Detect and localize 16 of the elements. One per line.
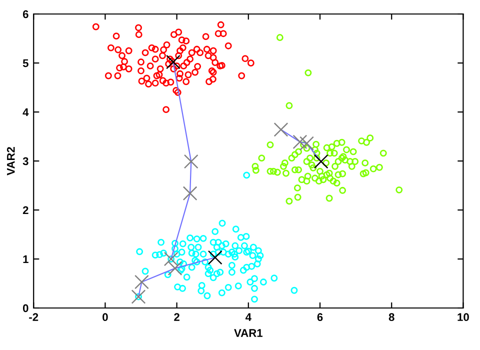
y-tick-label: 0 [23,304,28,312]
y-tick-label: 3 [22,157,28,166]
y-tick-label: 2 [22,206,28,214]
y-tick-label: 6 [22,10,28,18]
x-axis-title: VAR1 [234,329,262,337]
x-tick-label: 6 [317,313,323,322]
x-tick-label: 8 [388,313,394,322]
x-tick-label: 2 [174,313,180,321]
y-tick-label: 5 [22,59,28,68]
x-tick-label: 4 [245,313,252,321]
y-tick-label: 1 [23,255,28,264]
x-tick-label: 0 [102,313,108,322]
y-axis-title: VAR2 [6,147,15,176]
y-tick-label: 4 [22,108,29,116]
x-tick-label: -2 [29,313,38,321]
x-tick-label: 10 [458,313,469,322]
